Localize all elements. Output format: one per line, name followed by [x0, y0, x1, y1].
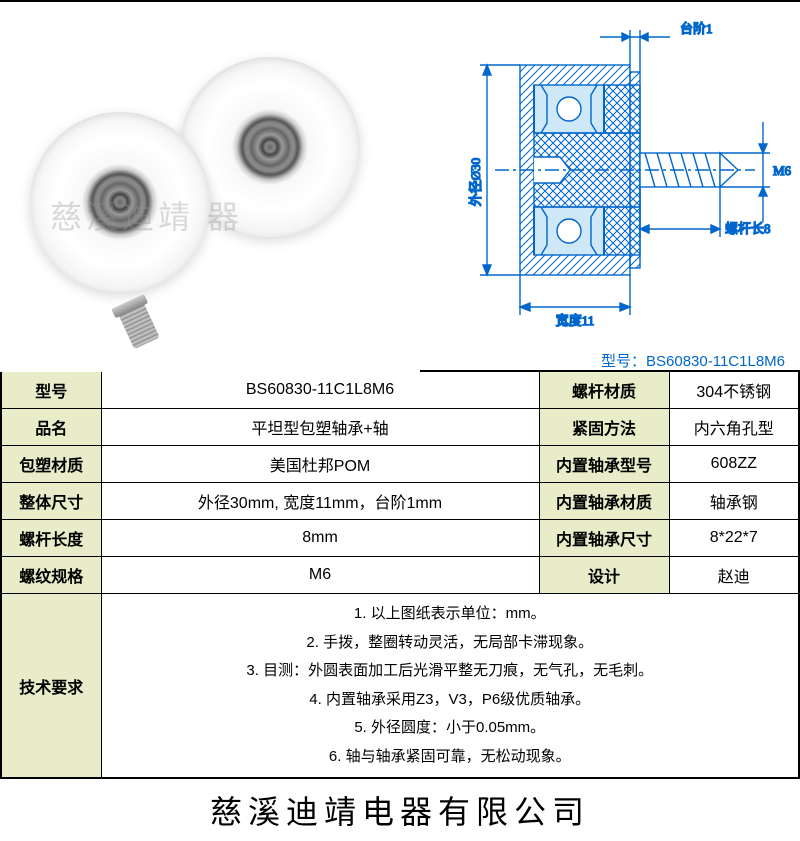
outer-dia-label: 外径Ø30	[468, 158, 483, 206]
row-hdr-right: 内置轴承尺寸	[539, 520, 669, 557]
step-label: 台阶1	[680, 21, 713, 36]
row-val-left: 美国杜邦POM	[101, 446, 539, 483]
row-hdr-left: 品名	[1, 409, 101, 446]
row-val-left: 8mm	[101, 520, 539, 557]
product-photo	[0, 2, 420, 372]
width-label: 宽度11	[556, 313, 595, 328]
table-row: 螺杆长度 8mm 内置轴承尺寸 8*22*7	[1, 520, 799, 557]
row-val-right: 轴承钢	[669, 483, 799, 520]
row-hdr-left: 整体尺寸	[1, 483, 101, 520]
technical-drawing: 外径Ø30 宽度11 台阶1 M6 螺杆长8	[425, 7, 795, 352]
row-hdr-right: 设计	[539, 557, 669, 594]
thread-label: M6	[773, 163, 792, 178]
row-hdr-left: 包塑材质	[1, 446, 101, 483]
row-hdr-right: 内置轴承型号	[539, 446, 669, 483]
top-section: 慈溪迪靖 器	[0, 0, 800, 370]
screwlen-label: 螺杆长8	[725, 221, 771, 236]
row-hdr-left: 型号	[1, 371, 101, 409]
table-row: 整体尺寸 外径30mm, 宽度11mm，台阶1mm 内置轴承材质 轴承钢	[1, 483, 799, 520]
row-hdr-left: 螺纹规格	[1, 557, 101, 594]
screw-stud	[118, 303, 159, 349]
table-row: 型号 BS60830-11C1L8M6 螺杆材质 304不锈钢	[1, 371, 799, 409]
table-row: 包塑材质 美国杜邦POM 内置轴承型号 608ZZ	[1, 446, 799, 483]
req-header: 技术要求	[1, 594, 101, 779]
row-hdr-right: 紧固方法	[539, 409, 669, 446]
row-hdr-right: 螺杆材质	[539, 371, 669, 409]
row-val-left: 平坦型包塑轴承+轴	[101, 409, 539, 446]
req-list: 1. 以上图纸表示单位：mm。2. 手拨，整圈转动灵活，无局部卡滞现象。3. 目…	[101, 594, 799, 779]
row-val-right: 内六角孔型	[669, 409, 799, 446]
row-hdr-left: 螺杆长度	[1, 520, 101, 557]
row-val-right: 8*22*7	[669, 520, 799, 557]
table-row: 品名 平坦型包塑轴承+轴 紧固方法 内六角孔型	[1, 409, 799, 446]
row-hdr-right: 内置轴承材质	[539, 483, 669, 520]
row-val-right: 304不锈钢	[669, 371, 799, 409]
company-footer: 慈溪迪靖电器有限公司	[0, 779, 800, 841]
watermark: 慈溪迪靖 器	[50, 192, 243, 238]
table-row: 螺纹规格 M6 设计 赵迪	[1, 557, 799, 594]
model-label: 型号：BS60830-11C1L8M6	[601, 350, 785, 371]
requirements-row: 技术要求 1. 以上图纸表示单位：mm。2. 手拨，整圈转动灵活，无局部卡滞现象…	[1, 594, 799, 779]
row-val-left: M6	[101, 557, 539, 594]
row-val-left: BS60830-11C1L8M6	[101, 371, 539, 409]
row-val-right: 608ZZ	[669, 446, 799, 483]
row-val-right: 赵迪	[669, 557, 799, 594]
row-val-left: 外径30mm, 宽度11mm，台阶1mm	[101, 483, 539, 520]
spec-table: 型号 BS60830-11C1L8M6 螺杆材质 304不锈钢品名 平坦型包塑轴…	[0, 370, 800, 779]
